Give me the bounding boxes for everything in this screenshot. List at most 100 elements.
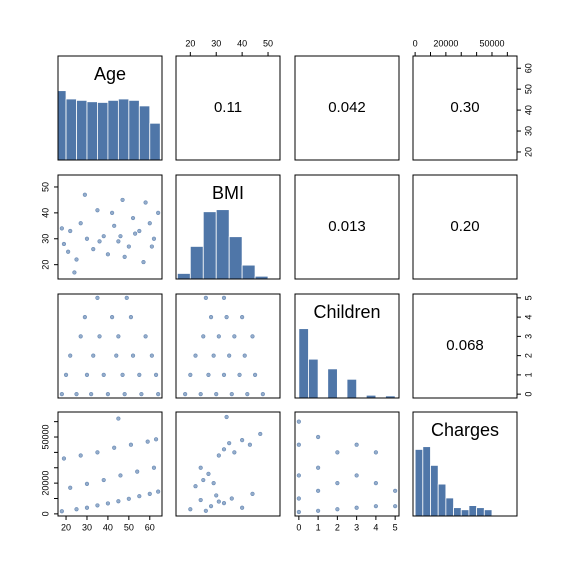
correlation: 0.20: [450, 218, 479, 235]
point: [82, 315, 87, 320]
hist-bar: [58, 90, 67, 160]
point: [296, 419, 301, 424]
tick-label: 40: [103, 522, 113, 532]
point: [198, 392, 203, 397]
point: [229, 392, 234, 397]
point: [128, 442, 134, 447]
panel-border: [294, 55, 400, 161]
tick-label: 0: [40, 511, 50, 516]
point: [68, 228, 73, 234]
point: [118, 473, 123, 478]
point: [112, 223, 117, 228]
panel-border: [412, 174, 518, 280]
point: [116, 416, 121, 421]
panel: [188, 414, 263, 513]
point: [232, 334, 237, 339]
correlation: 0.068: [446, 337, 484, 354]
panel-border: [57, 293, 163, 399]
point: [208, 504, 214, 509]
tick-label: 50: [523, 84, 533, 94]
point: [82, 192, 87, 197]
point: [122, 254, 127, 260]
point: [206, 471, 211, 477]
point: [156, 489, 161, 494]
hist-bar: [468, 505, 478, 516]
point: [78, 334, 83, 339]
point: [95, 503, 100, 508]
point: [221, 501, 227, 506]
point: [147, 491, 152, 496]
point: [245, 392, 250, 397]
point: [84, 372, 90, 377]
hist-bar: [97, 102, 109, 160]
point: [97, 239, 102, 244]
point: [95, 208, 100, 213]
point: [153, 372, 159, 377]
tick-label: 20: [523, 147, 533, 157]
point: [89, 392, 94, 397]
tick-label: 20: [61, 522, 71, 532]
point: [91, 247, 96, 252]
hist-bar: [346, 378, 358, 398]
tick-label: 20000: [40, 471, 50, 496]
hist-bar: [189, 246, 204, 279]
panel-border: [57, 411, 163, 517]
tick-label: 20: [185, 38, 195, 48]
hist-bar: [138, 105, 151, 160]
tick-label: 20: [40, 260, 50, 270]
point: [105, 392, 111, 397]
point: [193, 484, 198, 489]
point: [250, 491, 255, 496]
panel: [176, 209, 280, 279]
point: [59, 226, 64, 231]
point: [133, 231, 138, 236]
panel: [183, 295, 265, 397]
point: [193, 353, 198, 358]
point: [216, 453, 221, 458]
correlation: 0.11: [214, 99, 242, 116]
point: [156, 392, 161, 397]
point: [203, 295, 208, 300]
point: [224, 414, 229, 420]
tick-label: 5: [393, 522, 398, 532]
tick-label: 0: [413, 38, 418, 48]
hist-bar: [385, 395, 396, 398]
point: [95, 450, 100, 455]
tick-label: 50000: [479, 38, 504, 48]
tick-label: 0: [296, 522, 301, 532]
variable-name: Children: [313, 302, 380, 322]
point: [198, 465, 203, 470]
point: [74, 257, 79, 262]
point: [354, 505, 359, 510]
point: [208, 315, 214, 320]
point: [61, 456, 67, 461]
point: [137, 494, 142, 499]
point: [126, 244, 131, 249]
tick-label: 4: [523, 315, 533, 320]
panel-border: [175, 174, 281, 280]
point: [59, 509, 64, 514]
hist-bar: [414, 449, 424, 516]
point: [201, 334, 206, 339]
point: [258, 431, 263, 437]
point: [78, 221, 83, 226]
tick-label: 2: [335, 522, 340, 532]
point: [109, 210, 115, 215]
panel: [414, 446, 516, 516]
point: [335, 507, 340, 512]
point: [126, 496, 131, 501]
point: [118, 234, 123, 239]
tick-label: 3: [354, 522, 359, 532]
tick-label: 5: [523, 295, 533, 300]
hist-bar: [445, 497, 454, 516]
point: [66, 249, 71, 254]
point: [151, 465, 157, 470]
hist-bar: [117, 98, 130, 160]
point: [112, 445, 117, 450]
point: [211, 481, 216, 486]
point: [227, 441, 232, 446]
tick-label: 0: [523, 392, 533, 397]
hist-bar: [476, 507, 485, 516]
tick-label: 30: [211, 38, 221, 48]
point: [84, 236, 90, 241]
